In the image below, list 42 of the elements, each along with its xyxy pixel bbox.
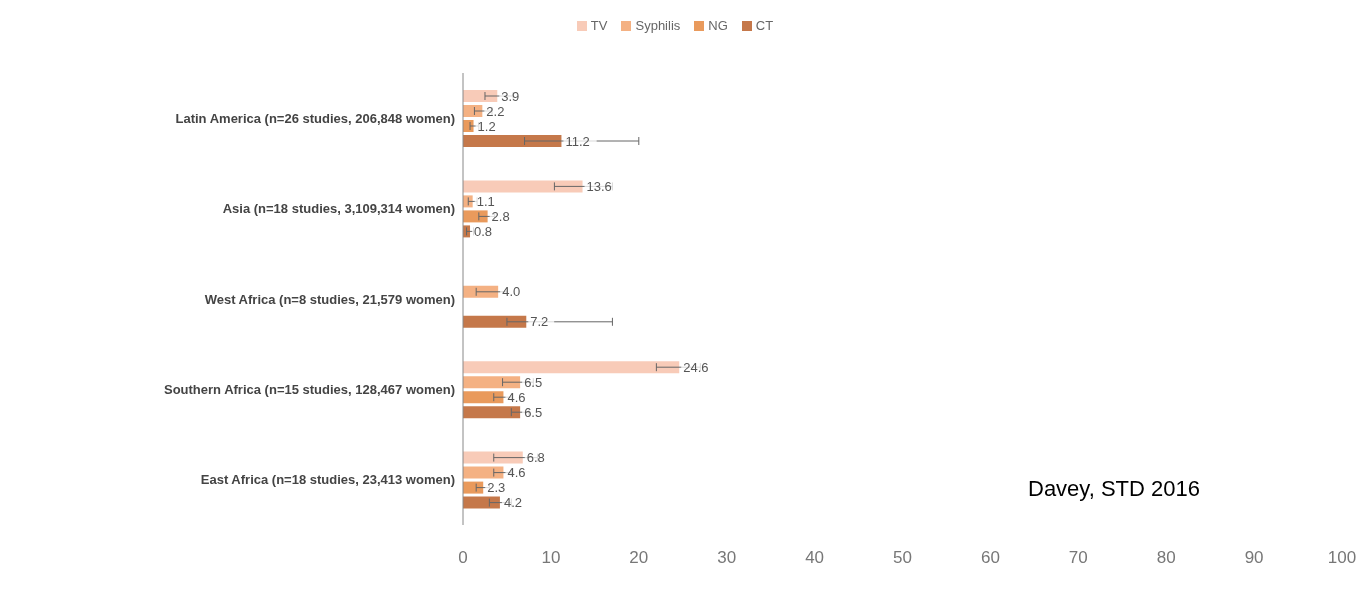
data-label: 4.2 [503, 495, 522, 511]
data-label: 2.3 [487, 480, 506, 496]
bar [463, 180, 583, 193]
y-tick-label: Latin America (n=26 studies, 206,848 women) [175, 110, 455, 126]
data-label: 24.6 [683, 359, 709, 375]
x-tick-label: 100 [1327, 548, 1357, 568]
x-tick-label: 30 [717, 548, 737, 568]
x-tick-label: 20 [629, 548, 649, 568]
x-tick-label: 40 [805, 548, 825, 568]
data-label: 6.5 [524, 374, 543, 390]
legend-label: Syphilis [634, 18, 681, 33]
data-label: 7.2 [530, 314, 549, 330]
y-tick-label: West Africa (n=8 studies, 21,579 women) [204, 291, 455, 307]
x-tick-label: 80 [1156, 548, 1176, 568]
x-tick-label: 90 [1244, 548, 1264, 568]
data-label: 11.2 [565, 133, 590, 149]
data-label: 1.1 [476, 193, 495, 209]
legend-label: TV [589, 18, 608, 33]
legend-label: NG [707, 18, 728, 33]
bar [463, 135, 562, 147]
data-label: 4.6 [507, 465, 526, 481]
data-label: 4.0 [502, 284, 521, 300]
x-tick-label: 70 [1068, 548, 1088, 568]
data-label: 3.9 [501, 88, 520, 104]
y-tick-label: Southern Africa (n=15 studies, 128,467 women) [163, 382, 455, 398]
y-tick-label: East Africa (n=18 studies, 23,413 women) [200, 472, 455, 488]
data-label: 2.8 [491, 208, 510, 224]
data-label: 13.6 [586, 178, 612, 194]
annotation: Davey, STD 2016 [1028, 476, 1201, 502]
x-tick-label: 0 [458, 548, 468, 568]
y-tick-label: Asia (n=18 studies, 3,109,314 women) [222, 201, 455, 217]
data-label: 4.6 [507, 389, 526, 405]
bar [463, 315, 527, 328]
data-label: 1.2 [477, 118, 496, 134]
data-label: 2.2 [486, 103, 505, 119]
legend-label: CT [754, 18, 774, 33]
x-tick-label: 10 [541, 548, 561, 568]
data-label: 6.8 [526, 450, 545, 466]
data-label: 6.5 [524, 404, 543, 420]
data-label: 0.8 [474, 223, 493, 239]
x-tick-label: 60 [980, 548, 1000, 568]
x-tick-label: 50 [893, 548, 912, 568]
